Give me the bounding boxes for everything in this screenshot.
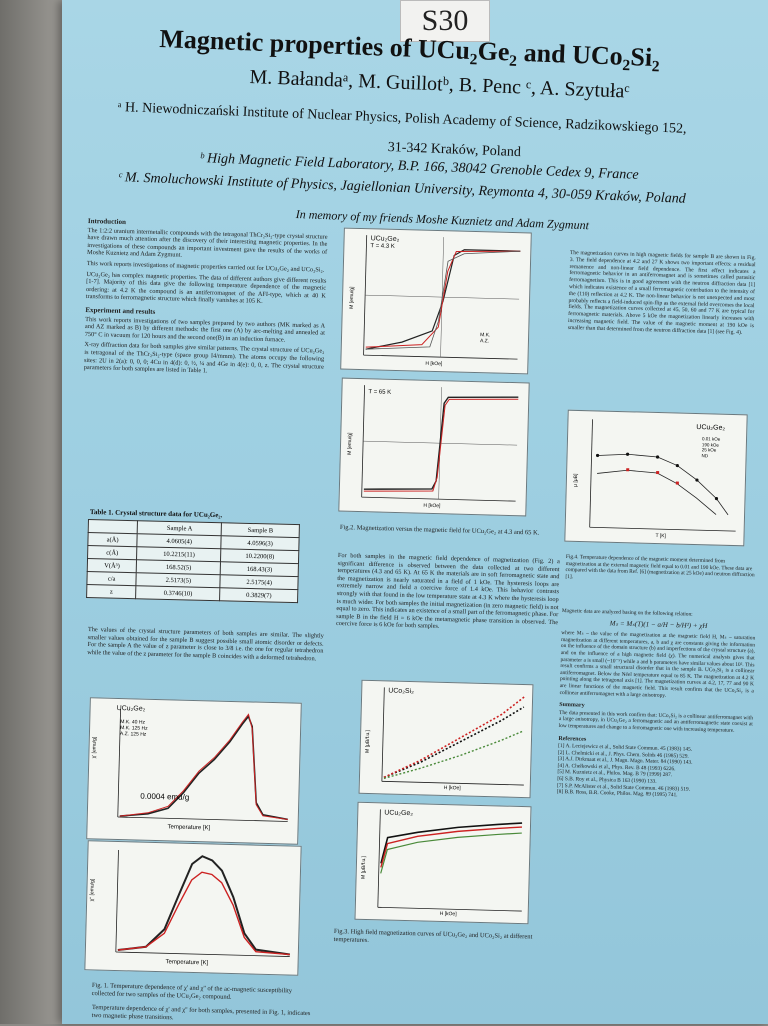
fig4-moment-plot: UCu₂Ge₂ 0.01 kOe 190 kOe 25 kOe ND T [K]… bbox=[564, 409, 748, 547]
fig1a-ylabel: χ' [emu/g] bbox=[91, 736, 98, 759]
fig4-svg bbox=[589, 419, 736, 532]
fig2a-label: UCu₂Ge₂ bbox=[370, 235, 400, 244]
right-paragraph-3: where Mₛ – the value of the magnetizatio… bbox=[559, 630, 756, 699]
legend-entry: A.Z. 125 Hz bbox=[119, 731, 147, 738]
fig2b-temperature: T = 65 K bbox=[368, 389, 392, 396]
fig4-xlabel: T [K] bbox=[655, 533, 667, 540]
fig1a-svg bbox=[117, 709, 288, 822]
fig3a-xlabel: H [kOe] bbox=[443, 784, 461, 792]
magnetization-formula: Mₛ = Mₛ(T)(1 − a/H − b/H²) + χH bbox=[609, 618, 708, 630]
table-discussion: The values of the crystal structure para… bbox=[87, 626, 324, 666]
fig3-ucuge-plot: UCu₂Ge₂ H [kOe] M [μB/f.u.] bbox=[354, 801, 532, 925]
fig3a-svg bbox=[381, 687, 525, 786]
fig3b-label: UCu₂Ge₂ bbox=[384, 809, 414, 818]
fig1b-svg bbox=[115, 850, 290, 957]
fig2a-legend: M.K. A.Z. bbox=[480, 332, 491, 344]
fig2a-temperature: T = 4.3 K bbox=[370, 243, 395, 250]
table-header-cell bbox=[88, 519, 138, 534]
intro-paragraph-1: The 1:2:2 uranium intermetallic compound… bbox=[86, 226, 328, 260]
right-column-text: The magnetization curves in high magneti… bbox=[568, 250, 756, 340]
fig1-chi-prime-plot: UCu₂Ge₂ M.K. 40 Hz M.K. 125 Hz A.Z. 125 … bbox=[86, 697, 302, 845]
fig3b-svg bbox=[377, 809, 523, 912]
legend-entry: ND bbox=[701, 452, 709, 458]
intro-paragraph-3: UCu₂Ge₂ has complex magnetic properties.… bbox=[85, 270, 327, 306]
fig2b-svg bbox=[361, 385, 519, 502]
middle-column-text: For both samples in the magnetic field d… bbox=[336, 552, 560, 637]
left-column-text: Introduction The 1:2:2 uranium intermeta… bbox=[83, 217, 328, 381]
table-cell: z bbox=[86, 584, 137, 599]
fig2-hysteresis-4k-plot: UCu₂Ge₂ T = 4.3 K M.K. A.Z. H [kOe] M [e… bbox=[340, 227, 532, 375]
fig3b-xlabel: H [kOe] bbox=[439, 910, 457, 918]
crystal-structure-table: Sample A Sample B a(Å) 4.0605(4) 4.0596(… bbox=[86, 519, 300, 604]
fig1a-legend: M.K. 40 Hz M.K. 125 Hz A.Z. 125 Hz bbox=[120, 719, 148, 738]
fig1-chi-double-prime-plot: Temperature [K] χ'' [emu/g] bbox=[84, 840, 302, 976]
fig1b-xlabel: Temperature [K] bbox=[165, 959, 209, 967]
table-cell: V(Å³) bbox=[87, 558, 137, 573]
fig3b-ylabel: M [μB/f.u.] bbox=[360, 855, 368, 880]
experiment-paragraph-2: X-ray diffraction data for both samples … bbox=[83, 341, 325, 375]
fig4-ylabel: μ [μB] bbox=[572, 473, 580, 487]
fig2a-svg bbox=[363, 235, 521, 360]
poster-number-tag: S30 bbox=[400, 0, 490, 42]
fig1a-label: UCu₂Ge₂ bbox=[116, 704, 146, 713]
table-cell: c/a bbox=[86, 571, 137, 586]
middle-paragraph: For both samples in the magnetic field d… bbox=[335, 552, 560, 631]
fig2b-ylabel: M [emu/g] bbox=[346, 432, 354, 455]
fig3a-label: UCo₂Si₂ bbox=[388, 687, 414, 696]
table-cell: a(Å) bbox=[87, 532, 138, 547]
right-column-analysis: Magnetic data are analyzed basing on the… bbox=[557, 608, 756, 801]
fig1a-xlabel: Temperature [K] bbox=[167, 824, 211, 832]
fig1a-annotation: 0.0004 emu/g bbox=[140, 791, 190, 802]
legend-entry: A.Z. bbox=[479, 338, 490, 345]
right-paragraph-1: The magnetization curves in high magneti… bbox=[567, 250, 756, 336]
fig1b-ylabel: χ'' [emu/g] bbox=[89, 878, 96, 902]
fig2-hysteresis-65k-plot: T = 65 K H [kOe] M [emu/g] bbox=[338, 377, 530, 517]
fig3-ucosi-plot: UCo₂Si₂ H [kOe] M [μB/f.u.] bbox=[358, 679, 534, 799]
fig4-label: UCu₂Ge₂ bbox=[696, 424, 726, 432]
fig4-caption: Fig.4. Temperature dependence of the mag… bbox=[565, 554, 755, 580]
summary-text: The data presented in this work confirm … bbox=[558, 709, 754, 734]
fig3a-ylabel: M [μB/f.u.] bbox=[364, 729, 372, 754]
table-discussion-text: The values of the crystal structure para… bbox=[87, 626, 324, 663]
fig4-legend: 0.01 kOe 190 kOe 25 kOe ND bbox=[702, 436, 721, 458]
table-cell: c(Å) bbox=[87, 545, 138, 560]
fig2a-xlabel: H [kOe] bbox=[425, 360, 443, 368]
fig2a-ylabel: M [emu/g] bbox=[348, 286, 356, 309]
table-cell: 0.3829(7) bbox=[219, 587, 298, 603]
fig2b-xlabel: H [kOe] bbox=[423, 502, 441, 510]
table-cell: 0.3746(10) bbox=[135, 585, 221, 601]
